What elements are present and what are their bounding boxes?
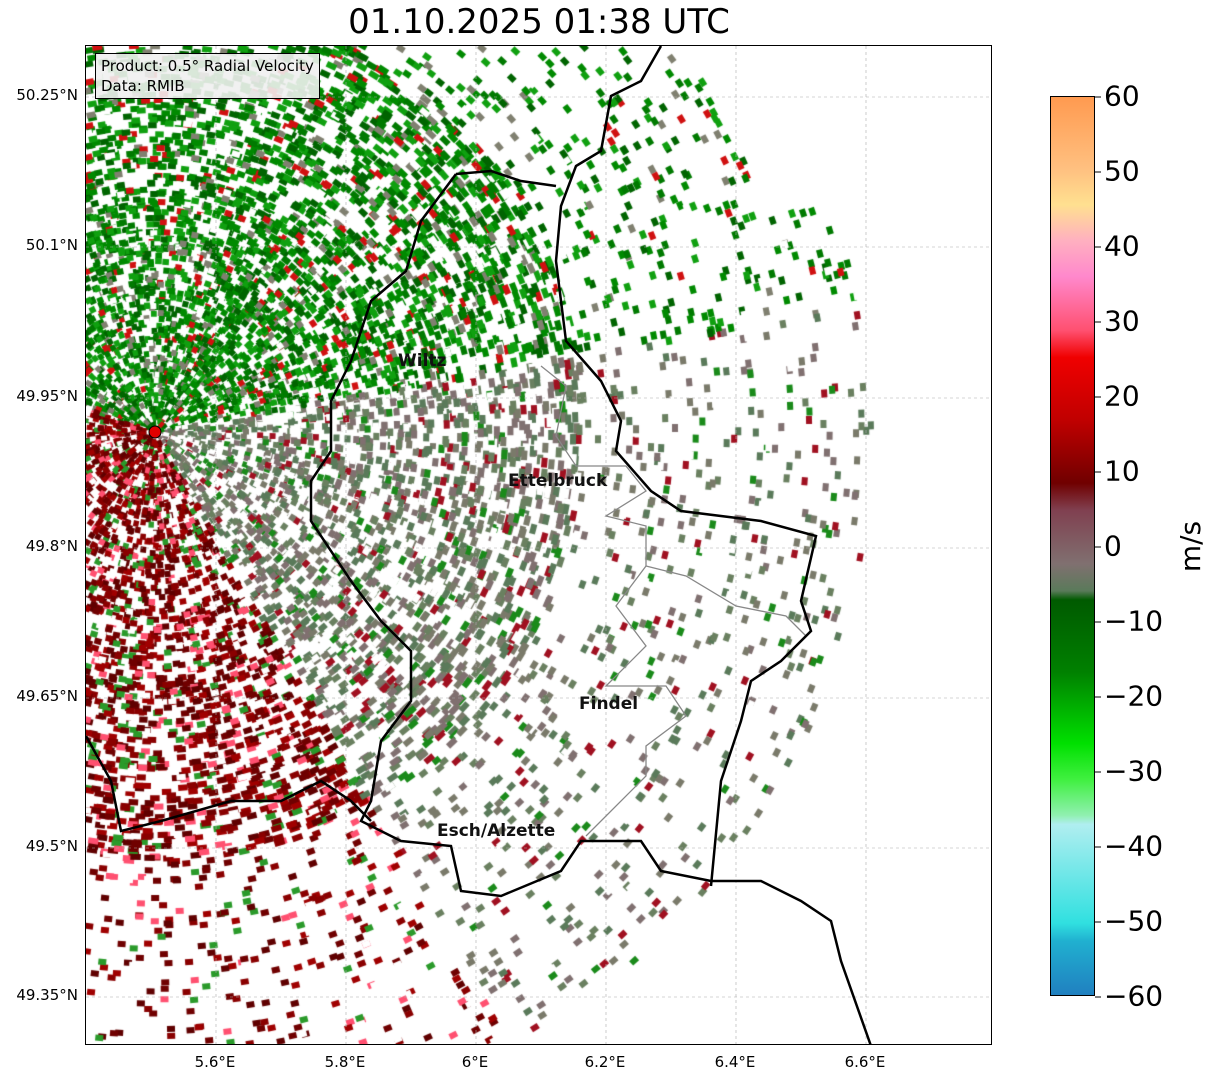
lat-tick: 49.95°N: [16, 387, 78, 405]
colorbar-tick: 10: [1095, 454, 1140, 488]
colorbar-tick: −50: [1094, 904, 1164, 938]
map-overlay: [86, 46, 991, 1044]
colorbar-tick: 40: [1095, 229, 1140, 263]
lon-tick: 6°E: [461, 1053, 489, 1071]
city-label-ettelbruck: Ettelbruck: [508, 471, 608, 491]
lon-tick: 6.6°E: [844, 1053, 886, 1071]
colorbar: [1050, 96, 1095, 996]
colorbar-tick: −20: [1094, 679, 1164, 713]
canton-boundaries: [540, 365, 807, 837]
colorbar-tick: 20: [1095, 379, 1140, 413]
lat-tick: 49.35°N: [16, 986, 78, 1004]
lat-tick: 50.1°N: [25, 236, 78, 254]
lat-tick: 49.8°N: [25, 537, 78, 555]
colorbar-label: m/s: [1174, 520, 1207, 573]
map-title: 01.10.2025 01:38 UTC: [348, 2, 730, 42]
lon-tick: 6.2°E: [584, 1053, 626, 1071]
lat-tick: 50.25°N: [16, 86, 78, 104]
data-source-label: Data: RMIB: [101, 77, 185, 95]
lon-tick: 5.8°E: [324, 1053, 366, 1071]
lat-tick: 49.65°N: [16, 687, 78, 705]
colorbar-tick: −30: [1094, 754, 1164, 788]
radar-site-marker: [148, 425, 162, 439]
radar-echo-layer: [86, 46, 991, 1044]
colorbar-tick: −40: [1094, 829, 1164, 863]
city-label-esch-alzette: Esch/Alzette: [437, 821, 556, 841]
colorbar-tick: 0: [1095, 529, 1122, 563]
lon-tick: 6.4°E: [714, 1053, 756, 1071]
city-label-wiltz: Wiltz: [398, 351, 447, 371]
city-label-findel: Findel: [579, 694, 639, 714]
radar-map[interactable]: Product: 0.5° Radial Velocity Data: RMIB…: [85, 45, 992, 1045]
colorbar-tick: −60: [1094, 979, 1164, 1013]
product-label: Product: 0.5° Radial Velocity: [101, 57, 314, 75]
product-info-box: Product: 0.5° Radial Velocity Data: RMIB: [95, 53, 320, 99]
colorbar-tick: 30: [1095, 304, 1140, 338]
country-borders: [86, 46, 872, 1044]
colorbar-tick: 50: [1095, 154, 1140, 188]
colorbar-tick: −10: [1094, 604, 1164, 638]
gridlines: [86, 46, 991, 1044]
lat-tick: 49.5°N: [25, 837, 78, 855]
lon-tick: 5.6°E: [194, 1053, 236, 1071]
colorbar-tick: 60: [1095, 79, 1140, 113]
